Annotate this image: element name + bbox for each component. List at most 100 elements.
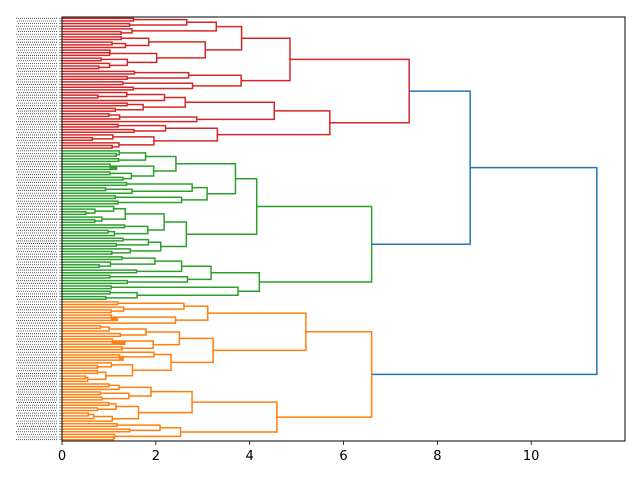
dendrogram-link-50 bbox=[62, 150, 120, 156]
dendrogram-link-6 bbox=[62, 36, 122, 41]
dendrogram-link-95 bbox=[62, 279, 129, 285]
dendrogram-link-153 bbox=[62, 433, 116, 440]
dendrogram-link-2 bbox=[129, 18, 188, 26]
x-axis-ticks: 0 2 4 6 8 10 bbox=[58, 441, 540, 464]
dendrogram-link-24 bbox=[122, 82, 194, 90]
dendrogram-link-54 bbox=[62, 163, 117, 169]
dendrogram-link-145 bbox=[62, 413, 95, 420]
x-tick-label-10: 10 bbox=[523, 449, 540, 464]
dendrogram-link-112 bbox=[175, 305, 209, 321]
dendrogram-link-88 bbox=[62, 256, 123, 261]
dendrogram-link-85 bbox=[130, 241, 162, 252]
dendrogram-link-66 bbox=[115, 196, 183, 204]
dendrogram-link-29 bbox=[62, 93, 166, 102]
dendrogram-link-72 bbox=[62, 218, 96, 224]
dendrogram-link-22 bbox=[62, 81, 124, 86]
dendrogram-link-138 bbox=[62, 396, 103, 401]
dendrogram-link-119 bbox=[62, 346, 123, 351]
dendrogram-link-154 bbox=[114, 427, 182, 438]
dendrogram-link-93 bbox=[136, 260, 183, 273]
dendrogram-link-86 bbox=[160, 221, 188, 248]
dendrogram-link-80 bbox=[62, 237, 124, 242]
dendrogram-link-124 bbox=[62, 351, 155, 358]
dendrogram-link-92 bbox=[62, 269, 138, 274]
dendrogram-link-68 bbox=[175, 162, 237, 195]
dendrogram-link-19 bbox=[62, 70, 136, 75]
dendrogram-link-64 bbox=[62, 195, 116, 200]
plot-frame bbox=[61, 16, 626, 442]
dendrogram-link-14 bbox=[62, 62, 111, 69]
dendrogram-link-96 bbox=[109, 275, 189, 283]
dendrogram-link-152 bbox=[62, 436, 115, 441]
dendrogram-link-100 bbox=[62, 295, 107, 300]
dendrogram-link-0 bbox=[62, 17, 135, 22]
dendrogram-link-133 bbox=[171, 337, 214, 364]
dendrogram-link-114 bbox=[62, 326, 110, 332]
dendrogram-link-77 bbox=[62, 230, 116, 237]
dendrogram-link-79 bbox=[125, 213, 165, 231]
dendrogram-link-15 bbox=[100, 58, 129, 67]
dendrogram-link-30 bbox=[62, 102, 128, 107]
dendrogram-link-28 bbox=[62, 91, 128, 98]
dendrogram-link-109 bbox=[62, 317, 119, 322]
dendrogram-link-27 bbox=[62, 94, 99, 99]
dendrogram-link-39 bbox=[62, 128, 135, 134]
dendrogram-link-59 bbox=[145, 155, 177, 172]
dendrogram-link-45 bbox=[112, 136, 155, 146]
dendrogram-link-134 bbox=[207, 312, 307, 352]
dendrogram-link-67 bbox=[181, 186, 208, 201]
dendrogram-link-139 bbox=[100, 392, 130, 400]
dendrogram-link-125 bbox=[62, 364, 99, 369]
dendrogram-link-16 bbox=[109, 52, 158, 64]
dendrogram-link-4 bbox=[62, 28, 133, 34]
dendrogram-link-121 bbox=[146, 331, 181, 346]
dendrogram-link-46 bbox=[153, 127, 219, 142]
dendrogram-link-157 bbox=[371, 90, 471, 246]
dendrogram-link-26 bbox=[241, 37, 291, 82]
dendrogram-link-12 bbox=[62, 57, 102, 62]
dendrogram-link-113 bbox=[62, 324, 102, 330]
dendrogram-link-141 bbox=[62, 401, 110, 406]
dendrogram-link-130 bbox=[87, 371, 107, 381]
dendrogram-link-42 bbox=[62, 134, 114, 140]
dendrogram-link-83 bbox=[62, 250, 113, 255]
dendrogram-link-75 bbox=[62, 224, 126, 229]
dendrogram-link-150 bbox=[62, 428, 131, 433]
dendrogram-link-7 bbox=[62, 41, 113, 46]
dendrogram-link-11 bbox=[62, 50, 111, 57]
dendrogram-link-123 bbox=[62, 354, 124, 360]
dendrogram-link-61 bbox=[62, 187, 107, 192]
dendrogram-link-108 bbox=[117, 302, 185, 310]
dendrogram-link-94 bbox=[62, 274, 111, 279]
dendrogram-link-151 bbox=[116, 424, 161, 432]
dendrogram-link-43 bbox=[62, 144, 113, 149]
dendrogram-link-10 bbox=[62, 49, 111, 54]
dendrogram-link-5 bbox=[131, 21, 218, 32]
dendrogram-link-48 bbox=[289, 58, 410, 124]
x-tick-label-2: 2 bbox=[152, 449, 160, 464]
dendrogram-link-104 bbox=[256, 205, 373, 283]
x-tick-label-8: 8 bbox=[433, 449, 441, 464]
dendrogram-link-57 bbox=[109, 172, 133, 180]
dendrogram-link-127 bbox=[62, 370, 99, 375]
dendrogram-link-140 bbox=[119, 386, 152, 397]
dendrogram-link-99 bbox=[62, 290, 111, 295]
dendrogram-link-36 bbox=[62, 116, 198, 123]
dendrogram-link-142 bbox=[62, 407, 99, 412]
dendrogram-link-76 bbox=[62, 229, 109, 234]
dendrogram-link-49 bbox=[62, 152, 118, 157]
dendrogram-link-55 bbox=[62, 171, 111, 176]
dendrogram-link-131 bbox=[105, 364, 134, 377]
dendrogram-link-21 bbox=[127, 71, 190, 79]
dendrogram-link-136 bbox=[62, 384, 120, 391]
dendrogram-link-25 bbox=[188, 74, 242, 87]
x-tick-label-0: 0 bbox=[58, 449, 66, 464]
dendrogram-link-37 bbox=[185, 101, 276, 121]
dendrogram-link-147 bbox=[112, 405, 140, 420]
dendrogram-link-38 bbox=[62, 123, 119, 128]
dendrogram-link-148 bbox=[138, 390, 193, 414]
dendrogram-link-98 bbox=[62, 285, 112, 290]
dendrogram-link-116 bbox=[109, 328, 147, 336]
dendrogram-link-122 bbox=[62, 356, 124, 361]
dendrogram-link-158 bbox=[371, 166, 598, 376]
